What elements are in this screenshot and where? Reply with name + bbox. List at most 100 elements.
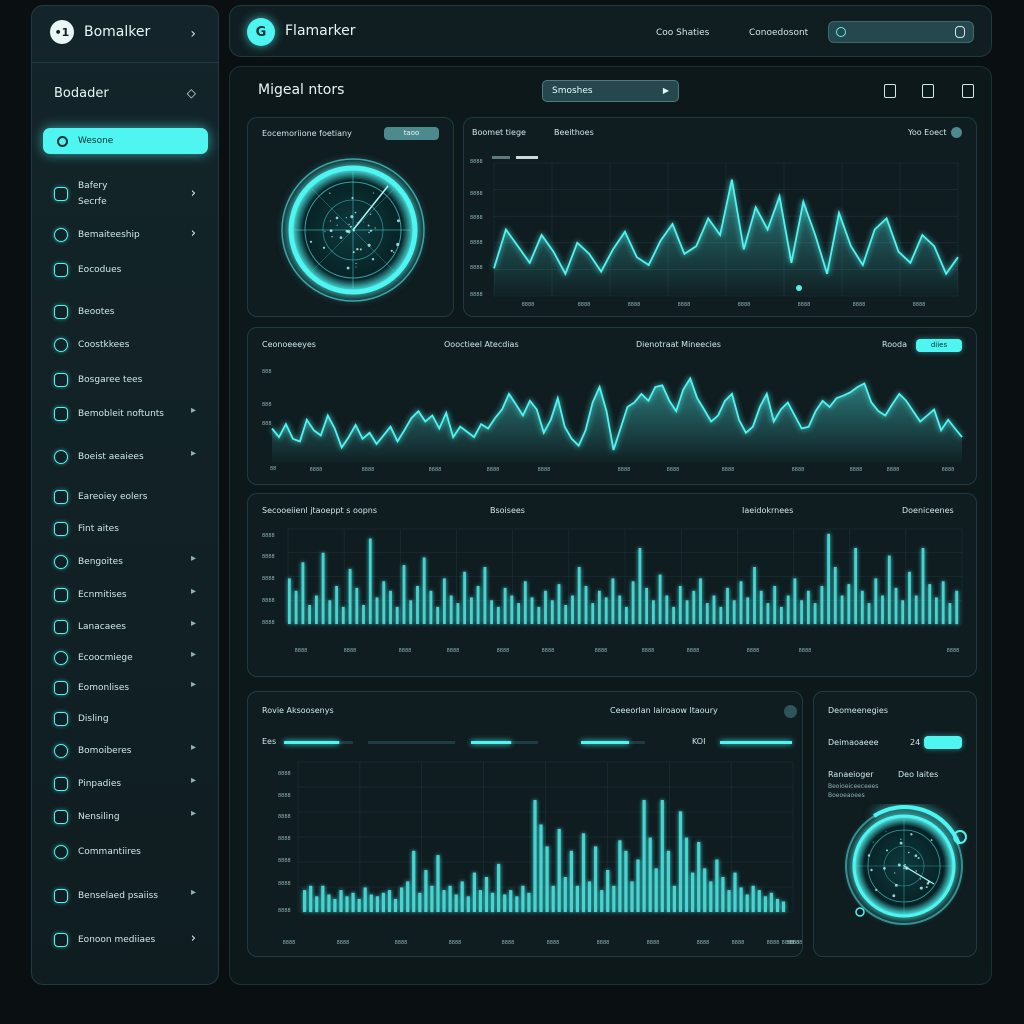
sidebar-brand[interactable]: •1 Bomalker [50,20,150,44]
bar [709,881,713,912]
legend-swatch [516,156,538,159]
sidebar-item-14[interactable]: Eomonlises [54,680,129,696]
chevron-right-icon[interactable]: ▸ [190,679,196,690]
tick-label: 8888 [278,836,291,842]
chevron-right-icon[interactable]: ▸ [190,553,196,564]
bar [678,586,682,624]
document-icon[interactable] [884,84,896,98]
search-input[interactable] [828,21,974,43]
chevron-right-icon[interactable]: ▸ [190,775,196,786]
progress-fill [471,741,512,744]
sidebar-item-active[interactable]: Wesone [43,128,208,154]
line1-tab-2[interactable]: Beeithoes [554,128,594,137]
search-icon [836,27,846,37]
chevron-right-icon[interactable]: ▸ [190,586,196,597]
bar [569,850,573,913]
bar [393,898,398,912]
bar [557,584,561,624]
tick-label: 8888 [262,576,275,582]
chevron-right-icon[interactable]: ▸ [190,808,196,819]
sidebar-item-17[interactable]: Pinpadies [54,776,121,792]
chevron-right-icon[interactable]: ▸ [190,405,196,416]
bar [780,606,783,624]
line2-pill[interactable]: diies [916,339,962,352]
sidebar-item-label: Benselaed psaiiss [78,891,159,901]
sidebar-item-0[interactable]: Bafery Secrfe [54,178,107,210]
sidebar-item-18[interactable]: Nensiling [54,809,120,825]
bar [523,581,527,625]
tick-label: 888 [262,421,272,427]
chevron-right-icon[interactable]: ▸ [190,887,196,898]
sidebar-item-6[interactable]: Bemobleit noftunts [54,406,164,422]
diamond-icon[interactable]: ◇ [186,86,196,100]
pin-icon [54,777,68,791]
more-icon[interactable] [784,705,797,718]
sidebar-item-9[interactable]: Fint aites [54,521,119,537]
bar [652,600,655,625]
header-nav-link-2[interactable]: Conoedosont [749,28,809,38]
top-header: G Flamarker Coo Shaties Conoedosont [229,5,992,57]
chevron-right-icon[interactable]: › [190,186,196,201]
sidebar-item-13[interactable]: Ecoocmiege [54,650,133,666]
bar [739,581,743,625]
sidebar-item-3[interactable]: Beootes [54,304,114,320]
sidebar-item-12[interactable]: Lanacaees [54,619,126,635]
bar [921,548,925,624]
user-icon[interactable] [955,26,965,38]
bar [793,578,797,624]
sidebar-item-4[interactable]: Coostkkees [54,337,129,353]
gauge-panel: Eocemoriione foetiany taoo [247,117,454,317]
header-nav-link-1[interactable]: Coo Shaties [656,28,710,38]
sidebar-item-10[interactable]: Bengoites [54,554,123,570]
sidebar-item-15[interactable]: Disling [54,711,109,727]
bar [527,892,531,913]
sidebar-divider [32,62,218,63]
chevron-right-icon[interactable]: ▸ [190,618,196,629]
tick-label: 8888 [337,940,350,946]
bar [483,567,487,624]
sidebar-item-11[interactable]: Ecnmitises [54,587,127,603]
sidebar-item-2[interactable]: Eocodues [54,262,121,278]
settings-icon[interactable] [951,127,962,138]
gamepad-icon [54,187,68,201]
gauge-pill[interactable]: taoo [384,127,439,140]
radar-blip [346,266,350,270]
layers-icon [54,450,68,464]
refresh-icon [54,263,68,277]
user-circle-icon [54,845,68,859]
download-icon[interactable] [962,84,974,98]
tick-label: 8888 [278,908,291,914]
chevron-right-icon[interactable]: › [190,226,196,241]
bar [362,605,365,624]
sidebar-item-1[interactable]: Bemaiteeship [54,227,140,243]
sidebar-item-5[interactable]: Bosgaree tees [54,372,142,388]
tick-label: 8888 [283,940,296,946]
chevron-right-icon[interactable]: › [190,26,196,42]
tick-label: 8888 [262,533,275,539]
bar [928,584,932,624]
side-radar-gauge [845,805,967,925]
sidebar-item-7[interactable]: Boeist aeaiees [54,449,144,465]
view-select[interactable]: Smoshes ▶ [542,80,679,102]
sidebar-item-21[interactable]: Eonoon mediiaes [54,932,155,948]
sidebar-item-label: Eareoiey eolers [78,492,148,502]
bar [470,597,473,624]
chevron-right-icon[interactable]: ▸ [190,649,196,660]
sidebar-item-16[interactable]: Bomoiberes [54,743,131,759]
line1-tab-1[interactable]: Boomet tiege [472,128,526,137]
radar-blip [336,224,338,226]
sidebar-item-20[interactable]: Benselaed psaiiss [54,888,158,904]
bar [600,890,604,912]
copy-icon[interactable] [922,84,934,98]
side-toggle[interactable] [924,736,962,749]
radar-blip [907,851,910,854]
side-col-1: Ranaeioger [828,770,874,779]
header-logo-icon[interactable]: G [247,18,275,46]
chevron-right-icon[interactable]: ▸ [190,742,196,753]
chevron-right-icon[interactable]: › [190,931,196,946]
bar [509,890,513,912]
radar-blip [345,229,349,233]
sidebar-item-19[interactable]: Commantiires [54,844,141,860]
sidebar-item-8[interactable]: Eareoiey eolers [54,489,147,505]
chevron-right-icon[interactable]: ▸ [190,448,196,459]
